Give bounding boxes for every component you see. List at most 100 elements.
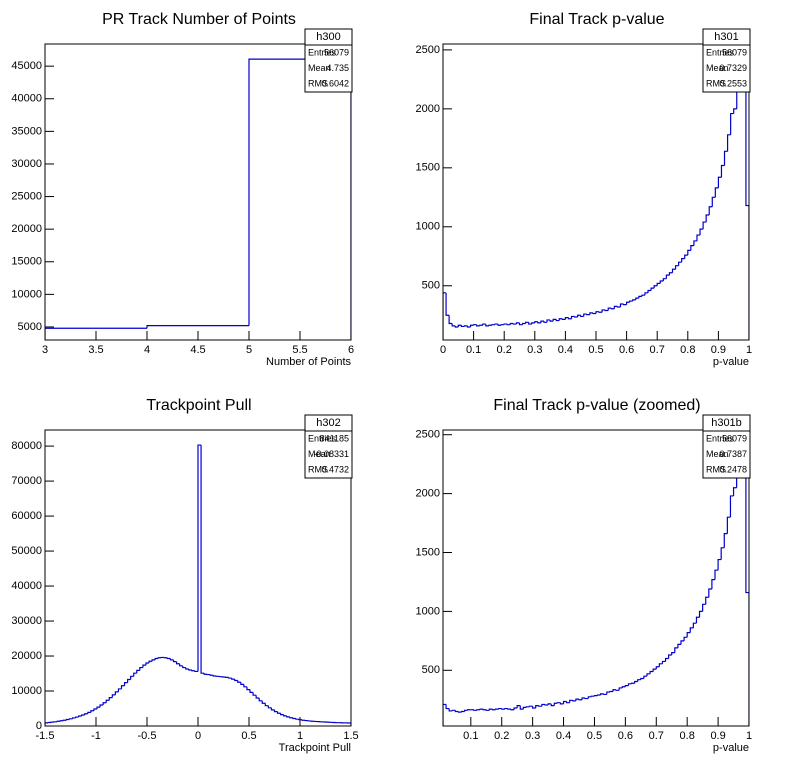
bin [445,292,450,316]
bin [705,214,710,223]
y-tick-label: 20000 [11,223,42,235]
stats-value: 0.7387 [719,449,747,459]
y-tick-label: 60000 [11,510,42,522]
bin [613,305,618,309]
stats-name: h302 [316,417,340,429]
bin [175,661,180,665]
bin [559,702,564,705]
bin [733,108,737,114]
bin [111,694,116,698]
bin [553,702,558,706]
bin [595,311,600,314]
stats-value: 0.2553 [719,78,747,88]
bin [624,684,629,687]
bin [203,673,208,675]
bin [525,706,530,708]
bin [179,663,183,667]
bin [136,669,140,674]
frame [442,429,750,727]
y-tick-label: 1500 [416,546,440,558]
bin [252,692,257,696]
x-tick-label: 0 [195,730,201,742]
bin [664,657,669,662]
x-tick-label: 1 [297,730,303,742]
x-tick-label: 0.4 [556,730,571,742]
bin [466,325,471,328]
y-tick-label: 30000 [11,158,42,170]
bin [678,261,682,266]
x-tick-label: 0.7 [649,730,664,742]
bin [708,588,712,598]
stats-value: 56079 [722,47,747,57]
bin [243,684,247,688]
bin [555,319,560,322]
bin [653,285,658,289]
x-tick-label: 4.5 [190,344,205,356]
bin [537,321,541,324]
bin [615,689,620,691]
bin [90,710,94,713]
stats-label: RMS [308,78,328,88]
bin [488,708,493,711]
bin [593,695,598,697]
bin [556,702,561,704]
bin [711,196,716,207]
bin [485,709,490,711]
bin [632,299,636,302]
y-tick-label: 80000 [11,440,42,452]
x-tick-label: 0.1 [466,344,481,356]
bin [578,699,583,701]
bin [689,627,694,633]
y-tick-label: 2500 [416,44,440,56]
stats-value: 56079 [722,433,747,443]
bin [655,666,660,670]
bin [123,682,128,686]
bin [482,709,487,711]
bin [584,697,589,700]
bin [139,666,143,671]
bin [723,533,728,548]
stats-label: RMS [706,78,726,88]
bin [668,272,673,276]
stats-name: h301b [711,417,742,429]
bin [581,697,586,700]
bin [494,323,499,325]
x-tick-label: 1 [746,730,752,742]
bin [630,682,635,684]
bin [283,714,287,717]
bin [463,325,468,327]
bin [68,718,73,720]
bin [650,287,655,291]
bin [726,516,731,534]
y-tick-label: 45000 [11,60,42,72]
bin [127,678,131,683]
y-tick-label: 35000 [11,125,42,137]
bin [65,718,70,721]
x-axis-label: p-value [713,742,749,754]
bin [157,657,162,659]
bin [596,694,601,696]
bin [525,321,529,324]
y-tick-label: 2500 [416,429,440,441]
x-axis-label: Number of Points [266,356,351,368]
bin [680,640,685,645]
bin [638,295,642,299]
bin [295,718,299,720]
bin [62,719,67,721]
x-tick-label: 0.6 [618,730,633,742]
bin [693,240,697,246]
bin [532,706,536,709]
bin [659,280,664,284]
y-tick-label: 0 [36,720,42,732]
bin [460,325,465,328]
bin [130,675,134,680]
bin [705,596,709,605]
bin [618,687,623,691]
bin [102,702,107,706]
bin [552,318,557,322]
bin [583,313,587,317]
bin [197,444,202,672]
bin [457,324,462,328]
bin [301,719,306,721]
bin [267,705,272,709]
